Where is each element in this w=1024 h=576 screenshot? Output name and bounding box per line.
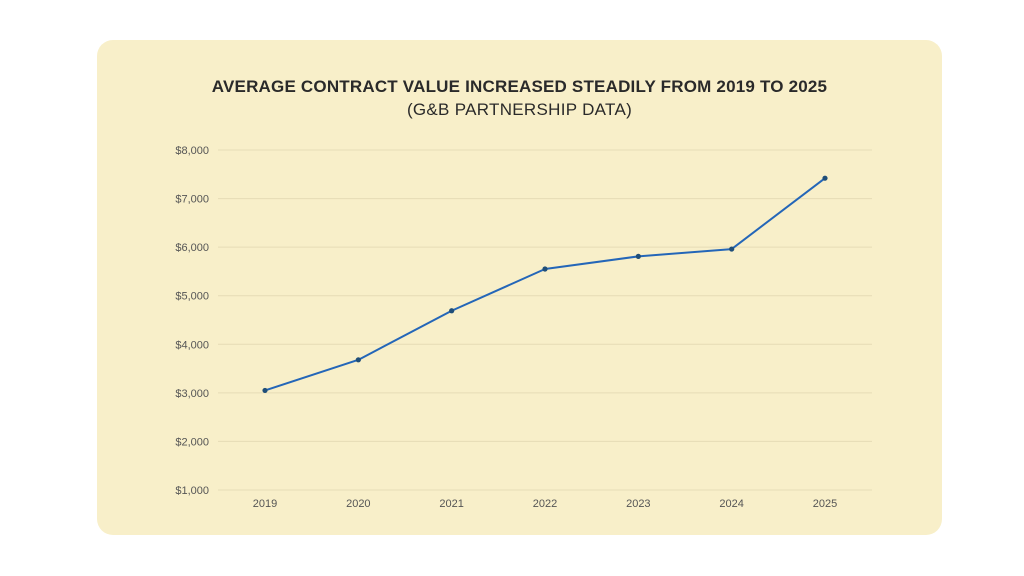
y-tick-label: $7,000 bbox=[175, 194, 209, 206]
series-layer bbox=[262, 175, 828, 394]
x-axis-tick-labels: 2019 2020 2021 2022 2023 2024 2025 bbox=[253, 498, 837, 510]
data-point bbox=[635, 253, 641, 259]
data-point bbox=[729, 246, 735, 252]
y-tick-label: $5,000 bbox=[175, 291, 209, 303]
chart-subtitle: (G&B PARTNERSHIP DATA) bbox=[406, 100, 633, 119]
x-tick-label: 2022 bbox=[533, 498, 557, 510]
x-tick-label: 2019 bbox=[253, 498, 277, 510]
data-point bbox=[262, 387, 268, 394]
data-point bbox=[355, 357, 361, 363]
chart-card: AVERAGE CONTRACT VALUE INCREASED STEADIL… bbox=[97, 40, 942, 535]
y-tick-label: $1,000 bbox=[175, 485, 209, 497]
data-point bbox=[542, 266, 548, 272]
x-tick-label: 2020 bbox=[346, 498, 370, 510]
x-tick-label: 2023 bbox=[626, 498, 650, 510]
chart-title: AVERAGE CONTRACT VALUE INCREASED STEADIL… bbox=[211, 77, 828, 96]
x-tick-label: 2024 bbox=[719, 498, 743, 510]
y-tick-label: $4,000 bbox=[175, 339, 209, 351]
data-point bbox=[449, 308, 455, 314]
y-tick-label: $6,000 bbox=[175, 242, 209, 254]
y-tick-label: $2,000 bbox=[175, 436, 209, 448]
x-tick-label: 2025 bbox=[813, 498, 837, 510]
y-tick-label: $3,000 bbox=[175, 388, 209, 400]
y-tick-label: $8,000 bbox=[175, 145, 209, 157]
gridlines bbox=[218, 149, 872, 491]
data-point bbox=[822, 175, 828, 181]
series-line bbox=[264, 177, 826, 392]
y-axis-tick-labels: $1,000 $2,000 $3,000 $4,000 $5,000 $6,000 $7,0… bbox=[175, 145, 209, 497]
x-tick-label: 2021 bbox=[439, 498, 463, 510]
